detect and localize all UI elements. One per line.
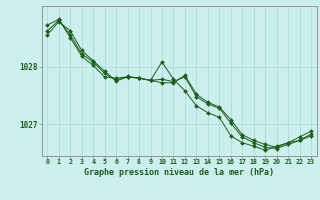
X-axis label: Graphe pression niveau de la mer (hPa): Graphe pression niveau de la mer (hPa): [84, 168, 274, 177]
